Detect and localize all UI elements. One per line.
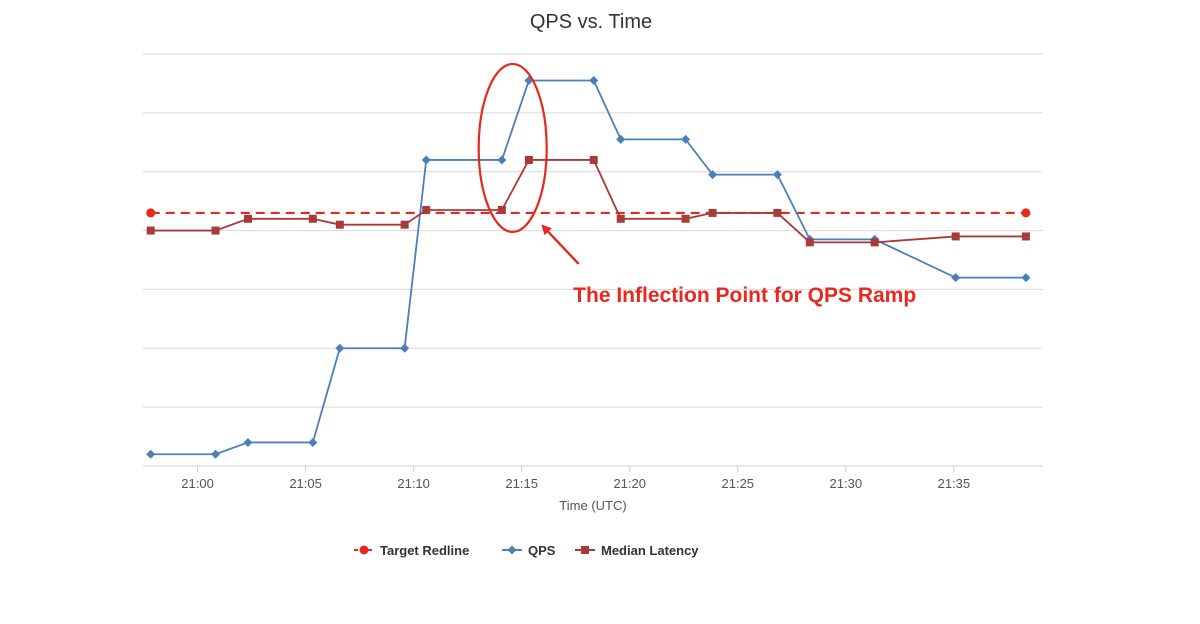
data-point-qps	[497, 155, 506, 164]
series-line-median-latency	[151, 160, 1026, 242]
x-tick-label: 21:00	[181, 476, 214, 491]
x-tick-label: 21:20	[613, 476, 646, 491]
annotation-ellipse	[479, 64, 547, 232]
data-point-median-latency	[498, 206, 506, 214]
chart-title: QPS vs. Time	[530, 11, 652, 33]
data-point-median-latency	[773, 209, 781, 217]
series-target-redline	[146, 208, 1030, 217]
data-point-median-latency	[1022, 232, 1030, 240]
legend-label-qps: QPS	[528, 543, 556, 558]
data-point-qps	[951, 273, 960, 282]
legend-marker-qps	[508, 546, 517, 555]
x-tick-label: 21:05	[289, 476, 322, 491]
data-point-median-latency	[212, 227, 220, 235]
data-point-qps	[589, 76, 598, 85]
data-point-median-latency	[336, 221, 344, 229]
series-layer	[146, 76, 1030, 459]
legend-item-median-latency[interactable]: Median Latency	[575, 543, 699, 558]
x-tick-label: 21:25	[722, 476, 755, 491]
annotation-text: The Inflection Point for QPS Ramp	[573, 284, 916, 307]
data-point-median-latency	[952, 232, 960, 240]
gridlines	[143, 54, 1043, 407]
legend-item-qps[interactable]: QPS	[502, 543, 556, 558]
data-point-qps	[243, 438, 252, 447]
data-point-qps	[335, 344, 344, 353]
data-point-median-latency	[309, 215, 317, 223]
x-axis: 21:00 21:05 21:10 21:15 21:20 21:25 21:30 21:35	[143, 466, 1043, 491]
data-point-median-latency	[244, 215, 252, 223]
data-point-qps	[400, 344, 409, 353]
data-point-median-latency	[709, 209, 717, 217]
x-axis-title: Time (UTC)	[559, 498, 626, 513]
data-point-median-latency	[806, 238, 814, 246]
annotation-arrow	[543, 226, 579, 264]
data-point-median-latency	[590, 156, 598, 164]
series-line-qps	[151, 80, 1026, 454]
data-point-qps	[422, 155, 431, 164]
data-point-target-redline	[1021, 208, 1030, 217]
data-point-median-latency	[525, 156, 533, 164]
data-point-qps	[211, 450, 220, 459]
x-tick-label: 21:35	[938, 476, 971, 491]
x-tick-label: 21:30	[830, 476, 863, 491]
data-point-target-redline	[146, 208, 155, 217]
annotation-layer: The Inflection Point for QPS Ramp	[479, 64, 917, 307]
x-tick-label: 21:10	[397, 476, 430, 491]
legend[interactable]: Target Redline QPS Median Latency	[354, 543, 699, 558]
data-point-qps	[308, 438, 317, 447]
series-median-latency	[147, 156, 1030, 246]
data-point-qps	[1021, 273, 1030, 282]
data-point-median-latency	[682, 215, 690, 223]
data-point-median-latency	[147, 227, 155, 235]
series-qps	[146, 76, 1030, 459]
x-tick-label: 21:15	[505, 476, 538, 491]
data-point-median-latency	[401, 221, 409, 229]
data-point-median-latency	[422, 206, 430, 214]
legend-marker-median-latency	[581, 546, 589, 554]
legend-marker-target-redline	[360, 546, 369, 555]
legend-label-median-latency: Median Latency	[601, 543, 699, 558]
data-point-median-latency	[871, 238, 879, 246]
legend-item-target-redline[interactable]: Target Redline	[354, 543, 469, 558]
data-point-qps	[616, 135, 625, 144]
legend-label-target-redline: Target Redline	[380, 543, 469, 558]
data-point-qps	[146, 450, 155, 459]
data-point-median-latency	[617, 215, 625, 223]
